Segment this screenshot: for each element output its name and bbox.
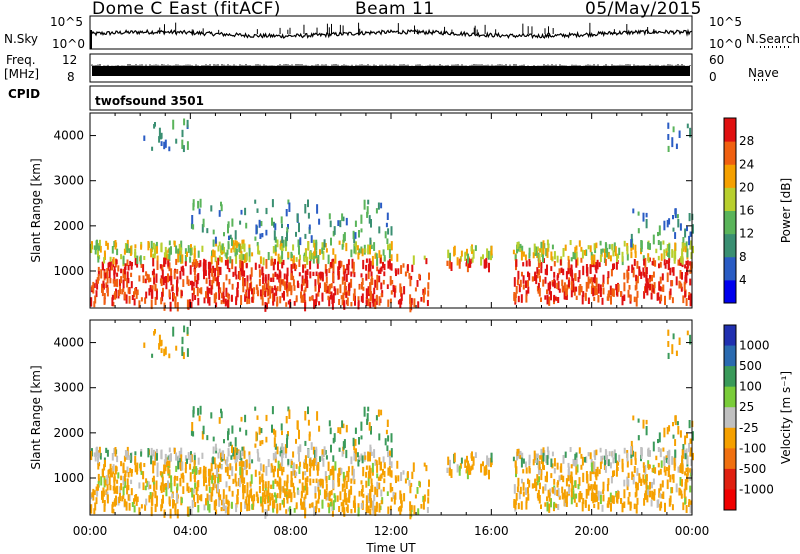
- nsearch-tick-low: 10^0: [709, 37, 742, 51]
- colorbar-segment: [724, 233, 736, 258]
- x-tick-label: 20:00: [574, 524, 609, 538]
- colorbar-segment: [724, 187, 736, 211]
- x-tick-label: 16:00: [474, 524, 509, 538]
- y-tick-label: 3000: [53, 381, 84, 395]
- nsky-tick-low: 10^0: [52, 37, 85, 51]
- beam-label: Beam 11: [355, 0, 435, 19]
- colorbar-tick-label: 25: [739, 400, 754, 414]
- colorbar-segment: [724, 427, 736, 449]
- colorbar-tick-label: 16: [739, 204, 754, 218]
- colorbar-tick-label: 100: [739, 380, 762, 394]
- colorbar-label: Power [dB]: [779, 178, 793, 243]
- colorbar-tick-label: 28: [739, 134, 754, 148]
- freq-unit-label: [MHz]: [4, 67, 40, 81]
- colorbar-label: Velocity [m s⁻¹]: [779, 371, 793, 464]
- colorbar-segment: [724, 210, 736, 235]
- freq-tick-high: 12: [62, 53, 78, 67]
- x-tick-label: 12:00: [374, 524, 409, 538]
- colorbar-tick-label: 20: [739, 180, 754, 194]
- y-tick-label: 4000: [53, 129, 84, 143]
- colorbar-segment: [724, 141, 736, 165]
- x-tick-label: 00:00: [73, 524, 108, 538]
- colorbar-tick-label: 12: [739, 227, 754, 241]
- nave-tick-low: 0: [709, 70, 717, 84]
- y-tick-label: 2000: [53, 426, 84, 440]
- y-tick-label: 1000: [53, 264, 84, 278]
- velocity-heatmap: [90, 325, 694, 520]
- colorbar-segment: [724, 448, 736, 470]
- colorbar-segment: [724, 407, 736, 429]
- colorbar-tick-label: -100: [739, 441, 766, 455]
- colorbar-segment: [724, 489, 736, 511]
- colorbar-tick-label: 4: [739, 273, 747, 287]
- frequency-panel-frame: [89, 53, 693, 83]
- y-tick-label: 3000: [53, 174, 84, 188]
- colorbar-segment: [724, 325, 736, 347]
- date-label: 05/May/2015: [585, 0, 702, 19]
- colorbar-frame: [723, 324, 737, 511]
- colorbar-frame: [723, 117, 737, 304]
- nsearch-tick-high: 10^5: [709, 15, 742, 29]
- colorbar-segment: [724, 468, 736, 490]
- colorbar-tick-label: -500: [739, 462, 766, 476]
- colorbar-segment: [724, 386, 736, 408]
- nave-label: Nave: [748, 66, 779, 80]
- colorbar-segment: [724, 164, 736, 188]
- colorbar-segment: [724, 345, 736, 367]
- nsky-tick-high: 10^5: [50, 15, 83, 29]
- colorbar-tick-label: 500: [739, 359, 762, 373]
- x-tick-label: 00:00: [675, 524, 710, 538]
- frequency-band: [92, 66, 690, 76]
- y-tick-label: 2000: [53, 219, 84, 233]
- cpid-panel-frame: [89, 85, 693, 111]
- x-tick-label: 04:00: [173, 524, 208, 538]
- cpid-label: CPID: [8, 87, 41, 101]
- noise-trace: [89, 28, 693, 40]
- nsearch-label: N.Search: [746, 32, 800, 46]
- nsky-label: N.Sky: [4, 32, 39, 46]
- freq-label: Freq.: [6, 53, 36, 67]
- y-tick-label: 4000: [53, 336, 84, 350]
- colorbar-segment: [724, 256, 736, 281]
- freq-tick-low: 8: [67, 70, 75, 84]
- x-tick-label: 08:00: [273, 524, 308, 538]
- x-axis-label: Time UT: [365, 541, 416, 554]
- cpid-value: twofsound 3501: [95, 94, 204, 108]
- radar-title: Dome C East (fitACF): [92, 0, 281, 19]
- noise-panel-frame: [89, 15, 693, 50]
- y-axis-label: Slant Range [km]: [29, 365, 43, 469]
- colorbar-tick-label: -1000: [739, 482, 774, 496]
- y-axis-label: Slant Range [km]: [29, 158, 43, 262]
- colorbar-tick-label: 8: [739, 250, 747, 264]
- colorbar-tick-label: 1000: [739, 339, 770, 353]
- colorbar-tick-label: -25: [739, 421, 759, 435]
- colorbar-segment: [724, 366, 736, 388]
- power-heatmap: [90, 118, 694, 313]
- y-tick-label: 1000: [53, 471, 84, 485]
- colorbar-segment: [724, 118, 736, 142]
- nave-tick-high: 60: [709, 53, 725, 67]
- colorbar-tick-label: 24: [739, 157, 754, 171]
- colorbar-segment: [724, 279, 736, 304]
